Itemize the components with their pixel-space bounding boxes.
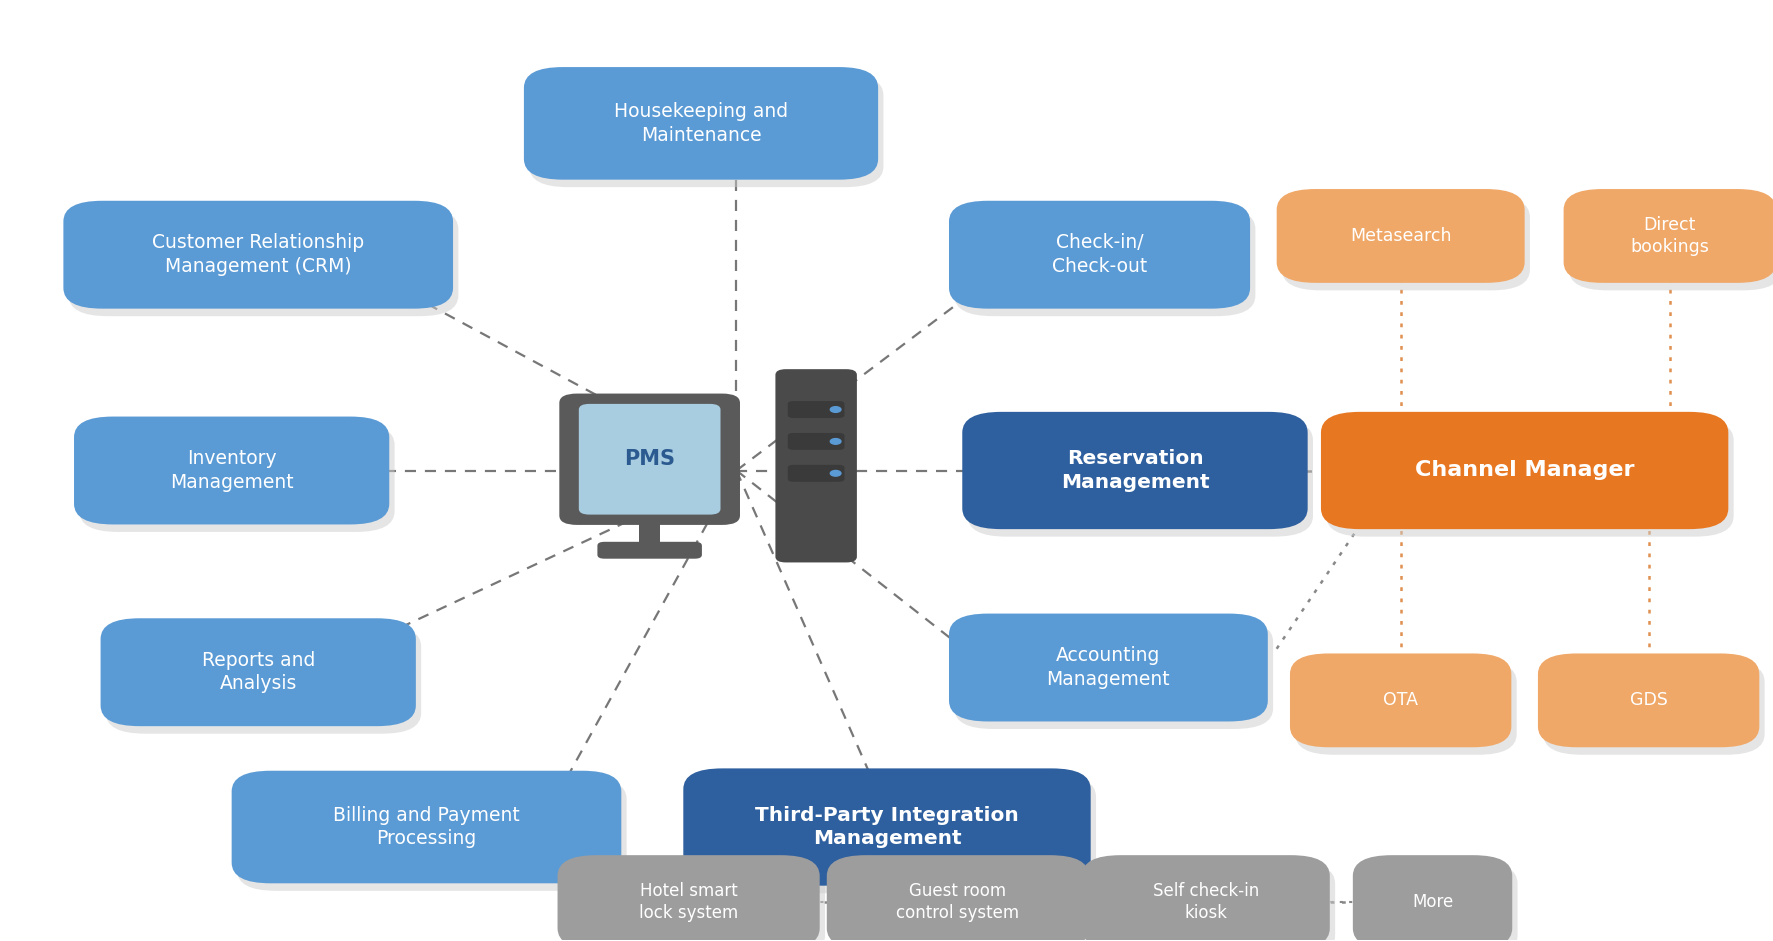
FancyBboxPatch shape bbox=[1282, 197, 1528, 291]
Text: Billing and Payment
Processing: Billing and Payment Processing bbox=[333, 805, 519, 848]
FancyBboxPatch shape bbox=[528, 74, 883, 187]
Text: Channel Manager: Channel Manager bbox=[1415, 460, 1633, 481]
FancyBboxPatch shape bbox=[775, 369, 856, 563]
FancyBboxPatch shape bbox=[1358, 863, 1516, 941]
Text: PMS: PMS bbox=[624, 449, 676, 470]
Text: Accounting
Management: Accounting Management bbox=[1046, 646, 1170, 689]
FancyBboxPatch shape bbox=[80, 424, 394, 532]
Circle shape bbox=[830, 439, 840, 444]
Text: GDS: GDS bbox=[1629, 692, 1667, 710]
Text: Reports and
Analysis: Reports and Analysis bbox=[202, 651, 316, 694]
FancyBboxPatch shape bbox=[826, 855, 1089, 941]
FancyBboxPatch shape bbox=[1353, 855, 1511, 941]
Circle shape bbox=[830, 470, 840, 476]
FancyBboxPatch shape bbox=[1562, 189, 1773, 283]
FancyBboxPatch shape bbox=[1321, 412, 1727, 529]
Text: Check-in/
Check-out: Check-in/ Check-out bbox=[1051, 233, 1147, 276]
FancyBboxPatch shape bbox=[232, 771, 621, 884]
FancyBboxPatch shape bbox=[949, 200, 1250, 309]
FancyBboxPatch shape bbox=[558, 393, 739, 525]
Text: Reservation
Management: Reservation Management bbox=[1060, 449, 1209, 492]
FancyBboxPatch shape bbox=[966, 420, 1312, 536]
Text: Housekeeping and
Maintenance: Housekeeping and Maintenance bbox=[613, 103, 787, 145]
FancyBboxPatch shape bbox=[1277, 189, 1523, 283]
FancyBboxPatch shape bbox=[954, 621, 1273, 729]
FancyBboxPatch shape bbox=[683, 769, 1090, 885]
Circle shape bbox=[830, 407, 840, 412]
FancyBboxPatch shape bbox=[954, 208, 1255, 316]
FancyBboxPatch shape bbox=[688, 776, 1096, 893]
FancyBboxPatch shape bbox=[74, 417, 388, 524]
Text: More: More bbox=[1411, 893, 1452, 911]
Text: Third-Party Integration
Management: Third-Party Integration Management bbox=[755, 805, 1018, 848]
FancyBboxPatch shape bbox=[1567, 197, 1773, 291]
FancyBboxPatch shape bbox=[961, 412, 1307, 529]
FancyBboxPatch shape bbox=[1289, 653, 1511, 747]
FancyBboxPatch shape bbox=[787, 433, 844, 450]
Text: Direct
bookings: Direct bookings bbox=[1629, 215, 1709, 256]
FancyBboxPatch shape bbox=[64, 200, 452, 309]
FancyBboxPatch shape bbox=[1082, 855, 1330, 941]
FancyBboxPatch shape bbox=[69, 208, 457, 316]
FancyBboxPatch shape bbox=[1294, 661, 1516, 755]
FancyBboxPatch shape bbox=[638, 520, 660, 544]
FancyBboxPatch shape bbox=[562, 863, 824, 941]
Text: Metasearch: Metasearch bbox=[1349, 227, 1450, 245]
FancyBboxPatch shape bbox=[949, 614, 1268, 722]
FancyBboxPatch shape bbox=[598, 542, 702, 559]
FancyBboxPatch shape bbox=[238, 778, 626, 891]
FancyBboxPatch shape bbox=[787, 465, 844, 482]
FancyBboxPatch shape bbox=[787, 401, 844, 418]
Text: OTA: OTA bbox=[1383, 692, 1417, 710]
FancyBboxPatch shape bbox=[1087, 863, 1335, 941]
Text: Customer Relationship
Management (CRM): Customer Relationship Management (CRM) bbox=[152, 233, 363, 276]
FancyBboxPatch shape bbox=[1537, 653, 1759, 747]
FancyBboxPatch shape bbox=[557, 855, 819, 941]
FancyBboxPatch shape bbox=[523, 67, 878, 180]
FancyBboxPatch shape bbox=[1326, 420, 1732, 536]
FancyBboxPatch shape bbox=[1543, 661, 1764, 755]
Text: Inventory
Management: Inventory Management bbox=[170, 449, 293, 492]
Text: Self check-in
kiosk: Self check-in kiosk bbox=[1152, 882, 1259, 922]
FancyBboxPatch shape bbox=[578, 404, 720, 515]
FancyBboxPatch shape bbox=[832, 863, 1094, 941]
FancyBboxPatch shape bbox=[101, 618, 415, 726]
FancyBboxPatch shape bbox=[106, 626, 420, 734]
Text: Hotel smart
lock system: Hotel smart lock system bbox=[638, 882, 738, 922]
Text: Guest room
control system: Guest room control system bbox=[895, 882, 1019, 922]
